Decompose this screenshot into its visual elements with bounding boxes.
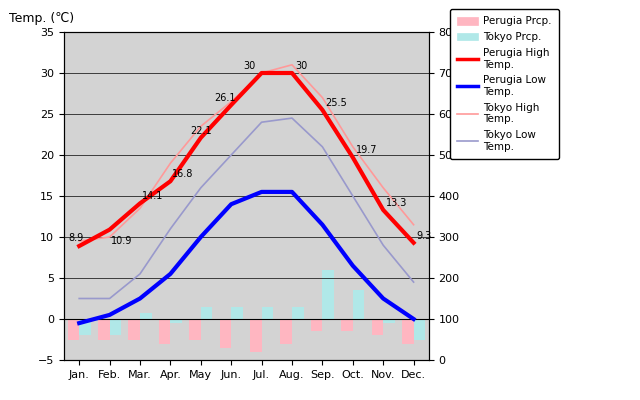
Text: 16.8: 16.8 xyxy=(172,169,193,179)
Bar xyxy=(201,307,212,319)
Text: 25.5: 25.5 xyxy=(325,98,347,108)
Bar xyxy=(413,319,425,340)
Text: 30: 30 xyxy=(295,61,307,71)
Text: 26.1: 26.1 xyxy=(214,93,236,103)
Bar xyxy=(68,319,79,340)
Text: 30: 30 xyxy=(243,61,255,71)
Bar xyxy=(292,307,303,319)
Bar xyxy=(129,319,140,340)
Bar xyxy=(189,319,201,340)
Legend: Perugia Prcp., Tokyo Prcp., Perugia High
Temp., Perugia Low
Temp., Tokyo High
Te: Perugia Prcp., Tokyo Prcp., Perugia High… xyxy=(450,9,559,159)
Text: 19.7: 19.7 xyxy=(356,145,378,155)
Bar xyxy=(250,319,262,352)
Bar xyxy=(231,307,243,319)
Bar xyxy=(372,319,383,335)
Bar xyxy=(353,290,364,319)
Bar xyxy=(109,319,121,335)
Bar xyxy=(402,319,413,344)
Bar xyxy=(341,319,353,331)
Bar xyxy=(383,319,395,323)
Text: 10.9: 10.9 xyxy=(111,236,132,246)
Bar xyxy=(170,319,182,323)
Bar xyxy=(140,313,152,319)
Text: 8.9: 8.9 xyxy=(68,233,84,243)
Bar xyxy=(262,307,273,319)
Bar xyxy=(159,319,170,344)
Bar xyxy=(323,270,334,319)
Text: Temp. (℃): Temp. (℃) xyxy=(10,12,74,26)
Bar xyxy=(311,319,323,331)
Text: Prcp. (mm): Prcp. (mm) xyxy=(458,12,527,26)
Text: 13.3: 13.3 xyxy=(386,198,408,208)
Bar xyxy=(220,319,231,348)
Bar xyxy=(79,319,91,335)
Bar xyxy=(280,319,292,344)
Text: 9.3: 9.3 xyxy=(417,231,432,241)
Bar xyxy=(98,319,109,340)
Text: 14.1: 14.1 xyxy=(141,191,163,201)
Text: 22.1: 22.1 xyxy=(190,126,212,136)
